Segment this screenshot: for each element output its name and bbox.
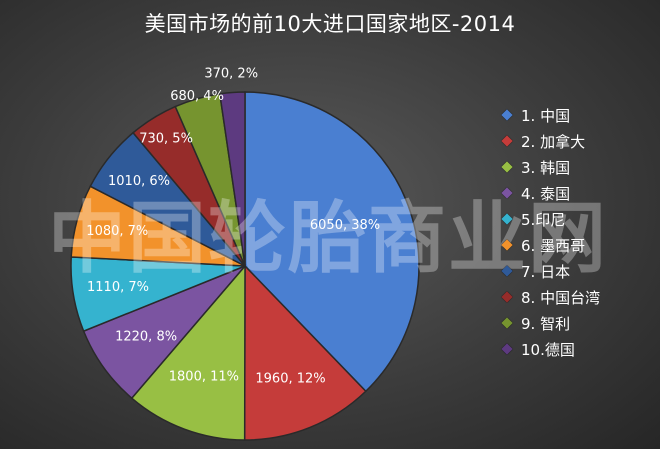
legend-label: 4. 泰国 (521, 184, 571, 203)
legend-label: 10.德国 (521, 340, 575, 359)
legend-swatch (501, 109, 513, 121)
slice-data-label: 680, 4% (170, 89, 224, 104)
legend-swatch (501, 291, 513, 303)
legend-label: 7. 日本 (521, 262, 571, 281)
slice-data-label: 1010, 6% (108, 174, 170, 189)
pie-slices (70, 91, 420, 441)
legend-label: 9. 智利 (521, 314, 571, 333)
legend-item: 9. 智利 (501, 310, 600, 336)
legend-item: 7. 日本 (501, 258, 600, 284)
legend-label: 3. 韩国 (521, 158, 571, 177)
legend-label: 8. 中国台湾 (521, 288, 601, 307)
legend-label: 6. 墨西哥 (521, 236, 586, 255)
legend-item: 2. 加拿大 (501, 128, 600, 154)
slice-data-label: 370, 2% (204, 66, 258, 81)
legend-swatch (501, 161, 513, 173)
pie-slice (244, 91, 420, 393)
legend-item: 5.印尼 (501, 206, 600, 232)
slice-data-label: 1960, 12% (255, 372, 325, 387)
legend-item: 10.德国 (501, 336, 600, 362)
legend-item: 3. 韩国 (501, 154, 600, 180)
legend-item: 6. 墨西哥 (501, 232, 600, 258)
pie-data-labels: 6050, 38% 1960, 12% 1800, 11% 1220, 8% 1110,… (86, 66, 380, 386)
slice-data-label: 730, 5% (139, 131, 193, 146)
legend-swatch (501, 343, 513, 355)
slice-data-label: 6050, 38% (310, 218, 380, 233)
legend-item: 4. 泰国 (501, 180, 600, 206)
pie-slice (130, 263, 246, 441)
slice-data-label: 1800, 11% (169, 369, 239, 384)
legend-swatch (501, 135, 513, 147)
pie-slice (218, 91, 246, 267)
legend-label: 1. 中国 (521, 106, 571, 125)
legend-item: 1. 中国 (501, 102, 600, 128)
chart-legend: 1. 中国 2. 加拿大 3. 韩国 4. 泰国 5.印尼 6. 墨西哥 7. 日本 8. 中… (501, 102, 601, 362)
slice-data-label: 1110, 7% (87, 280, 149, 295)
chart-title: 美国市场的前10大进口国家地区-2014 (144, 12, 516, 36)
legend-swatch (501, 187, 513, 199)
legend-label: 2. 加拿大 (521, 132, 586, 151)
legend-label: 5.印尼 (521, 210, 566, 229)
legend-swatch (501, 239, 513, 251)
slice-data-label: 1080, 7% (86, 224, 148, 239)
slice-data-label: 1220, 8% (115, 330, 177, 345)
legend-swatch (501, 317, 513, 329)
watermark-text: 中国轮胎商业网 (47, 194, 608, 284)
legend-item: 8. 中国台湾 (501, 284, 601, 310)
legend-swatch (501, 213, 513, 225)
pie-slice (243, 264, 367, 441)
legend-swatch (501, 265, 513, 277)
